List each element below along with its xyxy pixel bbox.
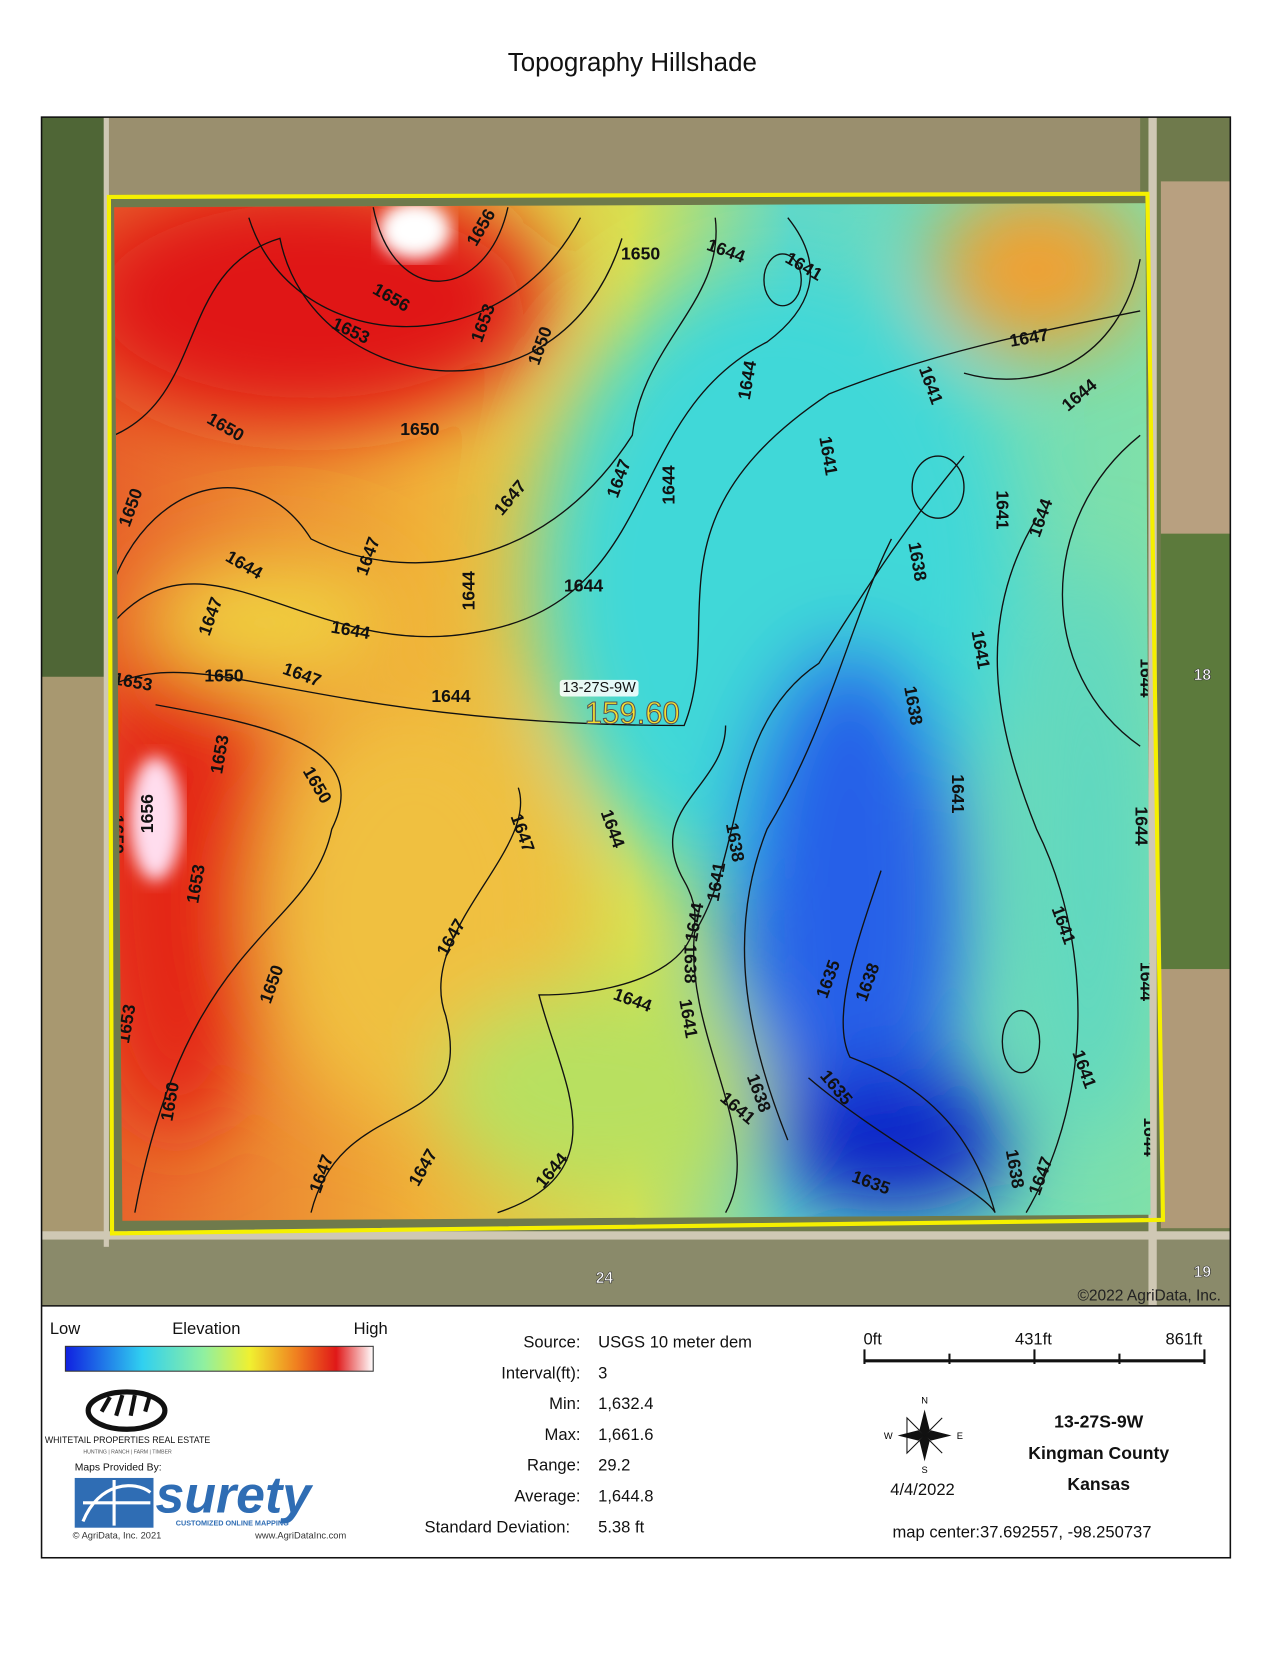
field-boundary (106, 191, 1166, 1236)
stat-value: 29.2 (598, 1456, 630, 1475)
label-box (559, 679, 639, 697)
scale-label: 861ft (1165, 1329, 1202, 1348)
logo-mark (85, 1389, 168, 1432)
contour-label: 1644 (1137, 658, 1157, 697)
provided-by: Maps Provided By: (75, 1462, 162, 1473)
contour-label: 1650 (400, 419, 439, 439)
stat-value: 1,632.4 (598, 1394, 653, 1413)
stat-label: Average: (514, 1487, 580, 1506)
logo-url: www.AgriDataInc.com (254, 1530, 346, 1540)
contour-label: 1644 (431, 686, 470, 706)
contour-label: 1650 (204, 665, 243, 685)
stat-label: Source: (523, 1333, 580, 1352)
legend-high: High (354, 1319, 388, 1338)
stat-label: Max: (545, 1425, 581, 1444)
compass-star (919, 1409, 930, 1436)
color-ramp (64, 1345, 374, 1372)
logo-text: surety (156, 1465, 314, 1523)
contour-label: 1644 (458, 571, 478, 610)
surety-logo: surety CUSTOMIZED ONLINE MAPPING (74, 1465, 314, 1528)
road-label: 24 (596, 1270, 614, 1287)
compass-star (897, 1430, 925, 1441)
contour-label: 1644 (658, 465, 678, 504)
stat-value: 1,661.6 (598, 1425, 653, 1444)
stat-value: 1,644.8 (598, 1487, 653, 1506)
stat-value: USGS 10 meter dem (598, 1333, 752, 1352)
compass-star (919, 1435, 930, 1462)
stat-value: 3 (598, 1363, 607, 1382)
contour-lines (114, 207, 1141, 1214)
contour-label: 1641 (948, 774, 968, 813)
compass-n: N (921, 1396, 928, 1406)
compass-star (924, 1430, 952, 1441)
contour-label: 1650 (621, 244, 660, 264)
scale-label: 0ft (863, 1329, 882, 1348)
contour-label: 1644 (1140, 1117, 1160, 1156)
compass-s: S (921, 1465, 927, 1475)
scale-label: 431ft (1015, 1329, 1052, 1348)
logo-text: HUNTING | RANCH | FARM | TIMBER (83, 1449, 172, 1455)
location-line: 13-27S-9W (1054, 1412, 1143, 1432)
logo-text: WHITETAIL PROPERTIES REAL ESTATE (45, 1435, 211, 1445)
contour-label: 1656 (137, 794, 157, 833)
compass-w: W (884, 1431, 893, 1441)
map-center: map center:37.692557, -98.250737 (893, 1522, 1152, 1541)
contour-label: 1644 (1132, 806, 1152, 845)
map-copyright: ©2022 AgriData, Inc. (1077, 1288, 1221, 1305)
legend-low: Low (50, 1319, 81, 1338)
logo-copyright: © AgriData, Inc. 2021 (73, 1530, 162, 1540)
date: 4/4/2022 (890, 1480, 955, 1499)
location-line: Kansas (1067, 1474, 1130, 1494)
section-label: 13-27S-9W (562, 680, 636, 696)
whitetail-logo: WHITETAIL PROPERTIES REAL ESTATE HUNTING… (45, 1389, 211, 1455)
road-label: 18 (1194, 667, 1212, 684)
compass-star (906, 1416, 943, 1455)
contour-label: 1644 (564, 575, 603, 595)
stat-label: Min: (549, 1394, 580, 1413)
stat-label: Interval(ft): (501, 1363, 580, 1382)
stat-label: Standard Deviation: (425, 1517, 571, 1536)
acres: 159.60 (585, 695, 680, 730)
stat-label: Range: (527, 1456, 580, 1475)
frame (40, 116, 1232, 1559)
title: Topography Hillshade (508, 49, 757, 77)
statistics: Source: USGS 10 meter dem Interval(ft): 3 Mi… (425, 1333, 752, 1537)
logo-globe (81, 1480, 152, 1526)
location-line: Kingman County (1028, 1443, 1169, 1463)
compass: N S E W (884, 1396, 963, 1475)
contour-label: 1641 (993, 490, 1013, 529)
legend-title: Elevation (172, 1319, 240, 1338)
contour-label: 1638 (681, 944, 701, 983)
scale-bar: 0ft 431ft 861ft (863, 1329, 1206, 1364)
compass-e: E (957, 1431, 963, 1441)
logo-mark (99, 1394, 152, 1417)
contour-label: 1644 (1137, 962, 1157, 1001)
scale-ticks (863, 1349, 1206, 1364)
logo-text: CUSTOMIZED ONLINE MAPPING (176, 1518, 289, 1527)
stat-value: 5.38 ft (598, 1517, 644, 1536)
field-label: 13-27S-9W 159.60 (559, 679, 680, 731)
road-label: 19 (1194, 1264, 1212, 1281)
